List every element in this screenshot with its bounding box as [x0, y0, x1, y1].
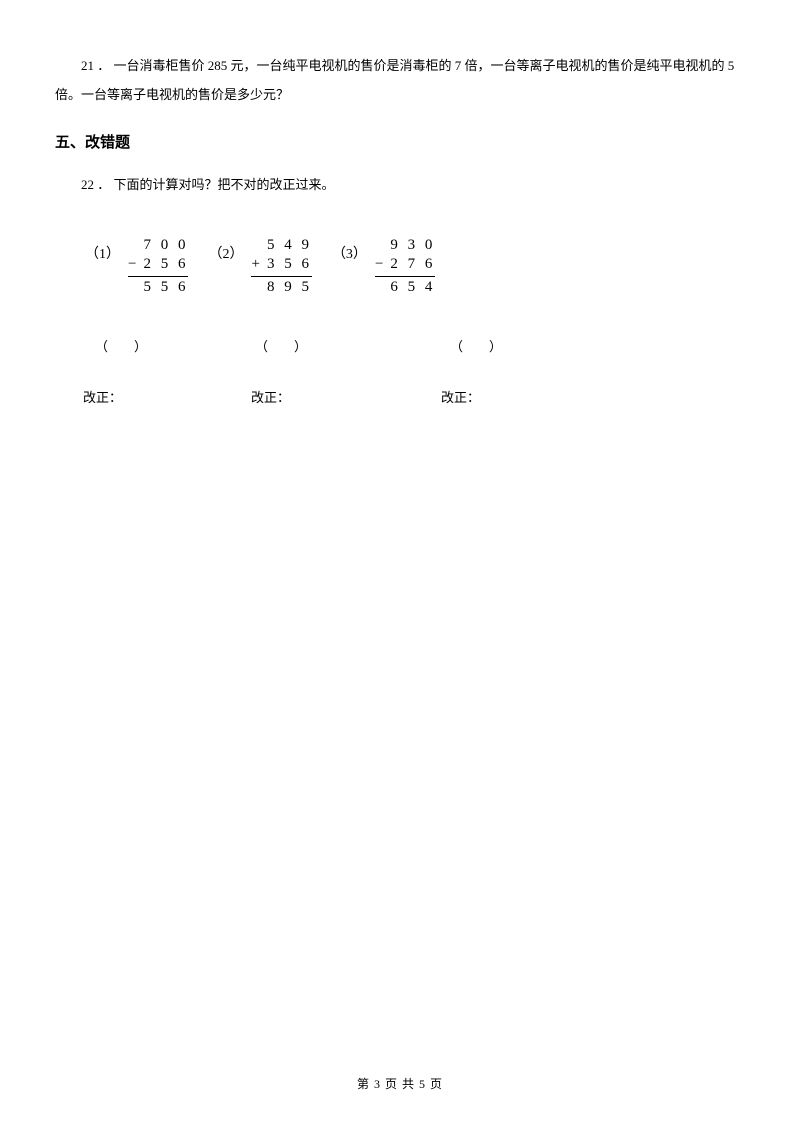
problem-1-operator: −: [128, 256, 139, 272]
problem-2-line1: 5 4 9: [267, 236, 312, 256]
question-21: 21 ． 一台消毒柜售价 285 元，一台纯平电视机的售价是消毒柜的 7 倍，一…: [55, 52, 745, 109]
paren-3: （ ）: [450, 337, 745, 358]
problem-2-divider: [251, 276, 311, 277]
problem-1-result: 5 5 6: [143, 278, 188, 298]
math-problem-1: （1） 7 0 0 −2 5 6 5 5 6: [85, 236, 188, 298]
parentheses-row: （ ） （ ） （ ）: [55, 337, 745, 358]
problem-3-operator: −: [375, 256, 386, 272]
question-21-text: 一台消毒柜售价 285 元，一台纯平电视机的售价是消毒柜的 7 倍，一台等离子电…: [55, 58, 734, 102]
correction-3: 改正：: [441, 388, 745, 409]
math-problems-row: （1） 7 0 0 −2 5 6 5 5 6 （2） 5 4 9 +3 5 6 …: [55, 236, 745, 298]
question-22-number: 22 ．: [81, 177, 110, 192]
problem-2-label: （2）: [208, 244, 243, 266]
question-21-number: 21 ．: [81, 58, 110, 73]
problem-2-operator: +: [251, 256, 262, 272]
paren-2: （ ）: [255, 337, 450, 358]
problem-1-label: （1）: [85, 244, 120, 266]
section-5-title: 五、改错题: [55, 131, 745, 155]
problem-2-result: 8 9 5: [267, 278, 312, 298]
question-22: 22 ． 下面的计算对吗？把不对的改正过来。: [55, 175, 745, 196]
math-problem-2: （2） 5 4 9 +3 5 6 8 9 5: [208, 236, 311, 298]
correction-2: 改正：: [251, 388, 441, 409]
correction-row: 改正： 改正： 改正：: [55, 388, 745, 409]
problem-1-operand: 2 5 6: [143, 256, 188, 272]
problem-2-calculation: 5 4 9 +3 5 6 8 9 5: [251, 236, 311, 298]
problem-2-line2: +3 5 6: [251, 255, 311, 275]
problem-2-operand: 3 5 6: [267, 256, 312, 272]
problem-1-calculation: 7 0 0 −2 5 6 5 5 6: [128, 236, 188, 298]
question-22-text: 下面的计算对吗？把不对的改正过来。: [114, 177, 335, 192]
problem-3-line2: −2 7 6: [375, 255, 435, 275]
problem-1-line1: 7 0 0: [143, 236, 188, 256]
math-problem-3: （3） 9 3 0 −2 7 6 6 5 4: [332, 236, 435, 298]
problem-1-line2: −2 5 6: [128, 255, 188, 275]
problem-3-operand: 2 7 6: [390, 256, 435, 272]
problem-3-line1: 9 3 0: [390, 236, 435, 256]
problem-3-calculation: 9 3 0 −2 7 6 6 5 4: [375, 236, 435, 298]
problem-1-divider: [128, 276, 188, 277]
paren-1: （ ）: [95, 337, 255, 358]
correction-1: 改正：: [83, 388, 251, 409]
problem-3-divider: [375, 276, 435, 277]
problem-3-result: 6 5 4: [390, 278, 435, 298]
problem-3-label: （3）: [332, 244, 367, 266]
page-footer: 第 3 页 共 5 页: [0, 1075, 800, 1094]
